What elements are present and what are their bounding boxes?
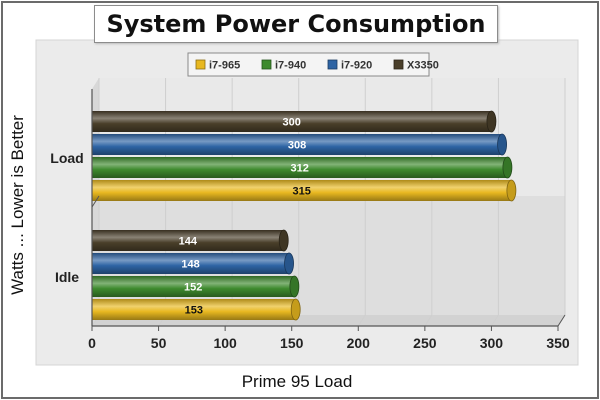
bar-idle-i7-965 xyxy=(92,299,296,320)
bar-load-i7-940 xyxy=(92,157,508,178)
floor-gridline-6 xyxy=(491,314,499,327)
axes: 0 50 100 150 200 250 300 350 Idle Load xyxy=(50,89,570,351)
bar-idle-x3350 xyxy=(92,230,284,251)
legend-label-i7-940: i7-940 xyxy=(275,60,306,72)
legend-swatch-i7-920 xyxy=(327,59,338,70)
bar-cap-idle-i7-920 xyxy=(284,252,294,275)
bar-cap-load-x3350 xyxy=(486,110,497,133)
chart-title-box: System Power Consumption xyxy=(94,5,498,43)
x-tick-label-0: 0 xyxy=(88,335,96,351)
bar-idle-i7-940 xyxy=(92,276,295,297)
data-label-load-i7-920: 308 xyxy=(288,140,306,152)
x-tick-label-6: 300 xyxy=(480,335,504,351)
category-label-idle: Idle xyxy=(55,269,79,285)
legend-label-i7-920: i7-920 xyxy=(341,60,372,72)
bar-cap-idle-x3350 xyxy=(278,229,289,252)
data-label-idle-i7-920: 148 xyxy=(181,259,199,271)
data-label-idle-x3350: 144 xyxy=(179,236,198,248)
bar-cap-load-i7-920 xyxy=(497,133,507,156)
bar-idle-i7-920 xyxy=(92,253,290,274)
legend-label-i7-965: i7-965 xyxy=(209,60,240,72)
legend-box xyxy=(187,52,430,77)
x-tick-label-3: 150 xyxy=(280,335,304,351)
bar-load-i7-920 xyxy=(92,134,503,155)
category-label-load: Load xyxy=(50,150,83,166)
x-tick-label-1: 50 xyxy=(151,335,167,351)
bar-cap-load-i7-940 xyxy=(502,156,513,179)
legend-label-x3350: X3350 xyxy=(407,60,439,72)
x-axis-end xyxy=(557,314,566,327)
floor-gridline-5 xyxy=(424,314,433,327)
x-tick-label-4: 200 xyxy=(347,335,371,351)
bar-cap-idle-i7-965 xyxy=(290,298,301,321)
x-tick-label-7: 350 xyxy=(546,335,570,351)
data-label-load-i7-940: 312 xyxy=(291,163,309,175)
bars: 153 152 148 144 315 312 308 300 xyxy=(92,110,517,321)
bar-cap-load-i7-965 xyxy=(506,179,517,202)
data-label-load-i7-965: 315 xyxy=(293,186,311,198)
floor-gridline-4 xyxy=(357,314,366,327)
x-tick-label-5: 250 xyxy=(413,335,437,351)
x-tick-label-2: 100 xyxy=(213,335,237,351)
chart-title: System Power Consumption xyxy=(106,10,486,38)
x-axis-label: Prime 95 Load xyxy=(241,372,353,391)
bar-load-i7-965 xyxy=(92,180,512,201)
legend-swatch-x3350 xyxy=(393,59,404,70)
bar-cap-idle-i7-940 xyxy=(289,275,300,298)
legend-swatch-i7-940 xyxy=(261,59,272,70)
legend: i7-965 i7-940 i7-920 X3350 xyxy=(187,52,439,77)
data-label-idle-i7-940: 152 xyxy=(184,282,202,294)
data-label-load-x3350: 300 xyxy=(283,117,301,129)
y-axis-label: Watts ... Lower is Better xyxy=(8,115,27,295)
legend-swatch-i7-965 xyxy=(195,59,206,70)
category-divider xyxy=(91,195,100,208)
bar-load-x3350 xyxy=(92,111,492,132)
data-label-idle-i7-965: 153 xyxy=(185,305,203,317)
